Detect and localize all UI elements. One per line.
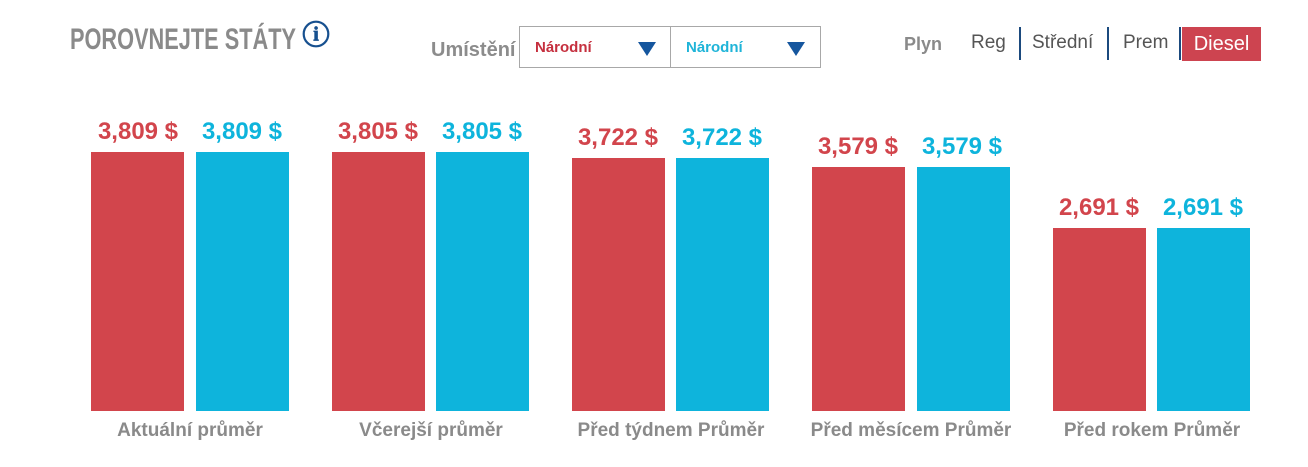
svg-text:i: i (313, 24, 319, 46)
